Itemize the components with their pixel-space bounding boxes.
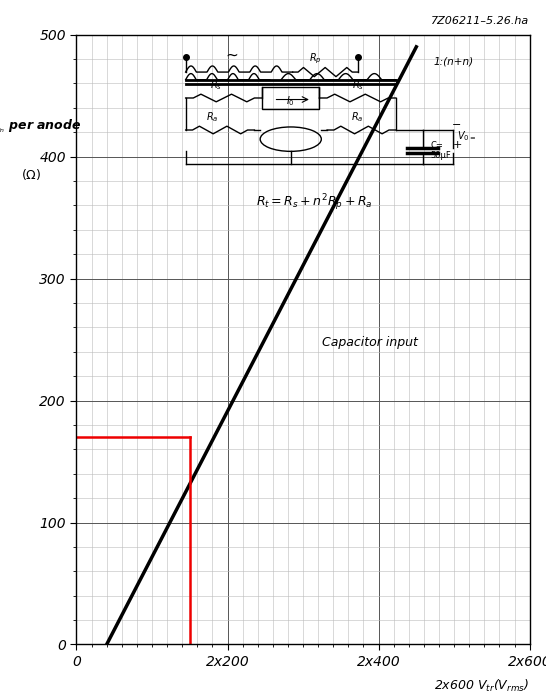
Text: $R_a$: $R_a$ xyxy=(206,110,218,124)
Text: $R_a$: $R_a$ xyxy=(352,110,364,124)
Text: −: − xyxy=(452,121,462,130)
Text: 1:(n+n): 1:(n+n) xyxy=(433,56,473,67)
Text: $(\Omega)$: $(\Omega)$ xyxy=(21,168,41,182)
Text: $V_{0=}$: $V_{0=}$ xyxy=(457,129,476,143)
Text: 2x600 $V_{tr}$($V_{rms}$): 2x600 $V_{tr}$($V_{rms}$) xyxy=(435,678,530,693)
Text: ~: ~ xyxy=(225,48,238,63)
Text: 7Z06211–5.26.ha: 7Z06211–5.26.ha xyxy=(431,15,530,26)
Text: $I_0$: $I_0$ xyxy=(286,94,295,108)
Bar xyxy=(262,87,319,109)
Text: $R_s$: $R_s$ xyxy=(210,78,222,92)
Text: $R_t = R_s + n^2 R_p + R_a$: $R_t = R_s + n^2 R_p + R_a$ xyxy=(256,193,372,213)
Text: Capacitor input: Capacitor input xyxy=(322,335,418,349)
Text: C=
50μF: C= 50μF xyxy=(430,141,451,160)
Text: $R_{t_{min}}$ per anode: $R_{t_{min}}$ per anode xyxy=(0,117,82,135)
Text: +: + xyxy=(452,140,462,150)
Text: $R_s$: $R_s$ xyxy=(352,78,364,92)
Text: $R_p$: $R_p$ xyxy=(309,51,322,66)
